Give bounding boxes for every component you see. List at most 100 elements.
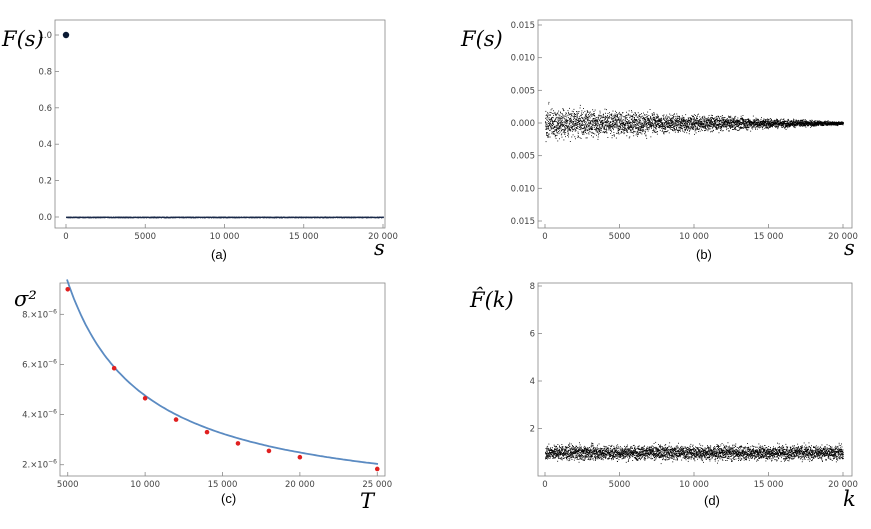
data-point (588, 124, 590, 126)
data-point (571, 120, 573, 122)
data-point (558, 117, 560, 119)
data-point (596, 128, 598, 130)
data-point (558, 131, 559, 132)
data-point (554, 120, 556, 122)
data-point (557, 113, 558, 115)
data-point (582, 117, 584, 119)
data-point (587, 115, 589, 117)
data-point (568, 126, 570, 128)
data-point (567, 110, 569, 112)
data-point (578, 121, 580, 123)
data-point (572, 124, 574, 126)
data-point (570, 113, 571, 115)
data-point (589, 122, 590, 124)
data-point (573, 116, 575, 118)
data-point (552, 128, 554, 130)
data-point (577, 133, 579, 134)
data-point (581, 131, 583, 133)
data-point (582, 124, 583, 126)
data-point (575, 121, 577, 123)
data-point (590, 127, 592, 129)
data-point (548, 119, 550, 121)
data-point (556, 126, 558, 128)
data-point (586, 137, 588, 139)
data-point (546, 117, 548, 118)
data-point (568, 114, 570, 116)
data-point (560, 127, 562, 129)
data-point (579, 118, 580, 119)
data-point (546, 124, 548, 126)
data-point (572, 128, 574, 130)
data-point (568, 134, 570, 136)
data-point (575, 116, 577, 117)
data-point (581, 132, 583, 134)
data-point (593, 114, 595, 116)
data-point (562, 129, 564, 130)
data-point (568, 128, 570, 129)
noise-cloud (66, 216, 384, 219)
data-point (583, 131, 584, 133)
data-point (587, 111, 588, 112)
data-point (557, 124, 558, 126)
data-point (578, 129, 580, 130)
data-point (586, 125, 588, 127)
data-point (263, 216, 265, 218)
data-point (585, 137, 587, 139)
data-point (579, 104, 581, 106)
data-point (546, 127, 548, 129)
data-point (595, 128, 597, 129)
y-tick-label: 0.015 (511, 217, 535, 227)
data-point (591, 128, 593, 130)
data-point (560, 118, 562, 119)
data-point (547, 128, 549, 130)
data-point (560, 125, 562, 127)
data-point (588, 126, 589, 128)
data-point (550, 109, 552, 111)
data-point (556, 131, 558, 133)
data-point (555, 117, 557, 119)
y-tick-label: 1.0 (38, 31, 52, 41)
data-point (595, 123, 597, 125)
data-point (595, 124, 597, 126)
data-point (562, 119, 563, 121)
data-point (554, 114, 556, 116)
data-point (565, 120, 567, 121)
data-point (582, 134, 584, 135)
data-point (575, 123, 577, 125)
data-point (579, 122, 580, 124)
data-point (546, 114, 547, 116)
data-point (575, 125, 577, 126)
y-axis-label: F(s) (1, 27, 44, 51)
data-point (545, 126, 547, 128)
data-point (562, 122, 564, 124)
data-point (590, 128, 592, 130)
data-point (382, 216, 384, 218)
data-point (548, 135, 549, 137)
data-point (571, 127, 573, 129)
data-point (569, 122, 571, 124)
data-point (567, 119, 569, 121)
data-point (580, 122, 582, 124)
data-point (594, 120, 596, 122)
data-point (555, 130, 557, 132)
data-point (581, 116, 582, 118)
data-point (579, 121, 581, 122)
data-point (560, 128, 562, 130)
plot-frame (537, 19, 853, 229)
data-point (560, 113, 562, 115)
data-point (592, 121, 594, 123)
data-point (577, 125, 578, 127)
data-point (589, 114, 591, 116)
data-point (597, 130, 599, 132)
data-point (584, 114, 586, 116)
data-point (574, 116, 576, 117)
plot-frame (54, 19, 386, 229)
data-point (565, 123, 567, 125)
data-point (569, 119, 571, 120)
data-point (554, 125, 556, 127)
data-point (559, 126, 561, 128)
data-point (549, 114, 550, 116)
data-point (577, 113, 579, 114)
data-point (549, 124, 550, 126)
